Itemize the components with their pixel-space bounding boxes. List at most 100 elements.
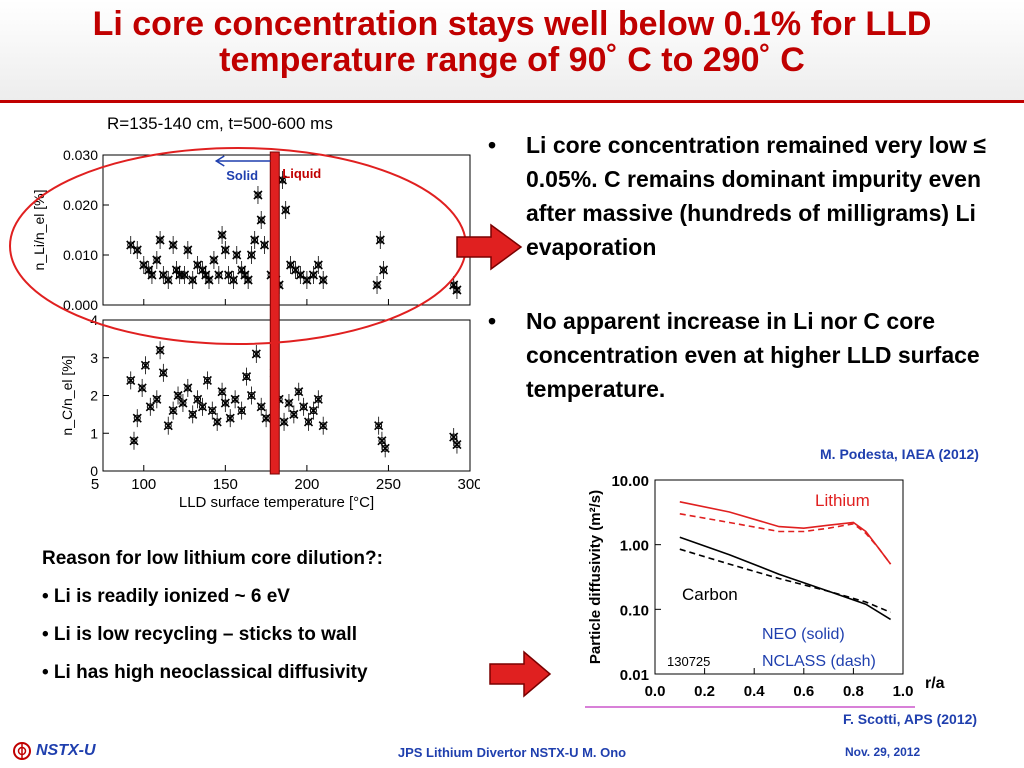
data-point xyxy=(188,275,198,285)
data-point-mark xyxy=(294,387,304,397)
data-point xyxy=(452,440,462,450)
bottom-ytick-label: 2 xyxy=(90,388,98,404)
data-point xyxy=(173,390,183,401)
data-point xyxy=(380,443,390,453)
data-point xyxy=(246,250,256,260)
data-point xyxy=(449,432,459,442)
data-point-ring xyxy=(247,392,255,399)
data-point-mark xyxy=(303,417,314,427)
data-point-ring xyxy=(221,246,229,254)
data-point-ring xyxy=(215,271,223,279)
data-point xyxy=(214,270,224,280)
citation-scotti: F. Scotti, APS (2012) xyxy=(843,711,978,727)
data-point-ring xyxy=(254,191,262,199)
data-point-mark xyxy=(217,387,227,397)
ytick-label: 0.01 xyxy=(620,667,649,684)
data-point-mark xyxy=(225,413,235,423)
top-plot-frame xyxy=(102,154,471,306)
data-point-mark xyxy=(256,402,266,412)
data-point xyxy=(251,349,261,359)
data-point xyxy=(168,240,178,250)
bottom-ytick-label: 3 xyxy=(90,350,98,366)
data-point-mark xyxy=(281,205,291,215)
data-point xyxy=(372,280,382,290)
data-point-mark xyxy=(197,402,208,412)
bottom-y-axis-label: n_C/n_el [%] xyxy=(59,355,75,435)
data-point-ring xyxy=(380,266,388,274)
figure-caption: R=135-140 cm, t=500-600 ms xyxy=(107,114,333,133)
x-axis-label: LLD surface temperature [°C] xyxy=(179,494,374,511)
data-point-ring xyxy=(262,414,270,422)
data-point-ring xyxy=(127,241,135,249)
data-point xyxy=(179,270,190,280)
data-point-mark xyxy=(183,383,193,393)
data-point-mark xyxy=(183,245,193,255)
data-point-mark xyxy=(155,235,165,245)
data-point-ring xyxy=(140,261,148,269)
data-point-mark xyxy=(302,275,312,285)
data-point xyxy=(313,394,323,404)
xtick-label: 0.8 xyxy=(843,683,864,700)
data-point-mark xyxy=(197,265,208,275)
bottom-ytick-label: 4 xyxy=(90,312,98,328)
data-point xyxy=(188,409,198,419)
data-point-ring xyxy=(291,266,299,274)
data-point xyxy=(155,235,165,245)
data-point-ring xyxy=(453,286,461,294)
data-point-mark xyxy=(378,265,389,275)
data-point-mark xyxy=(289,409,299,419)
data-point-ring xyxy=(146,403,154,411)
data-point-mark xyxy=(449,280,459,290)
data-point-mark xyxy=(224,270,234,280)
data-point-mark xyxy=(261,413,271,423)
nstx-logo-icon xyxy=(13,742,31,760)
data-point xyxy=(261,413,271,423)
data-point xyxy=(243,275,253,285)
data-point-ring xyxy=(138,384,146,392)
x-axis-label: r/a xyxy=(925,675,945,692)
neo-legend-label: NEO (solid) xyxy=(762,626,845,643)
data-point-ring xyxy=(189,410,197,418)
data-point-ring xyxy=(309,271,317,279)
shot-number: 130725 xyxy=(667,654,710,669)
data-point-ring xyxy=(305,418,313,426)
data-point-mark xyxy=(256,215,266,225)
data-point-ring xyxy=(164,422,172,430)
bottom-ytick-label: 1 xyxy=(90,425,98,441)
solid-label: Solid xyxy=(226,168,258,183)
data-point-ring xyxy=(231,395,239,403)
reason-item: • Li is readily ionized ~ 6 eV xyxy=(42,586,290,607)
data-point-ring xyxy=(314,395,322,403)
data-point xyxy=(129,436,139,446)
data-point-mark xyxy=(152,394,162,404)
data-point xyxy=(163,421,173,431)
data-point-mark xyxy=(232,250,242,260)
data-point-mark xyxy=(126,375,136,385)
reason-heading: Reason for low lithium core dilution?: xyxy=(42,548,383,569)
data-point-ring xyxy=(194,395,202,403)
data-point-mark xyxy=(193,394,203,404)
title-line-1: Li core concentration stays well below 0… xyxy=(92,5,932,43)
data-point xyxy=(452,285,462,295)
data-point xyxy=(137,383,147,393)
data-point-ring xyxy=(218,388,226,396)
data-point-mark xyxy=(217,230,227,240)
title-line-2: temperature range of 90˚ C to 290˚ C xyxy=(219,41,805,79)
top-ytick-label: 0.020 xyxy=(63,197,98,213)
data-point-mark xyxy=(241,372,252,382)
data-point xyxy=(193,394,203,404)
data-point-ring xyxy=(282,206,290,214)
data-point-ring xyxy=(247,251,255,259)
data-point-mark xyxy=(299,402,309,412)
bullet-dot: • xyxy=(488,132,497,158)
data-point-ring xyxy=(381,444,389,452)
data-point xyxy=(281,205,291,215)
data-point-ring xyxy=(300,403,308,411)
data-point-mark xyxy=(220,245,230,255)
arrow-bottom xyxy=(489,650,552,698)
data-point-ring xyxy=(260,241,268,249)
data-point-ring xyxy=(159,271,167,279)
xtick-label: 0.4 xyxy=(744,683,766,700)
slide-title: Li core concentration stays well below 0… xyxy=(0,0,1024,103)
series-line xyxy=(679,513,892,565)
